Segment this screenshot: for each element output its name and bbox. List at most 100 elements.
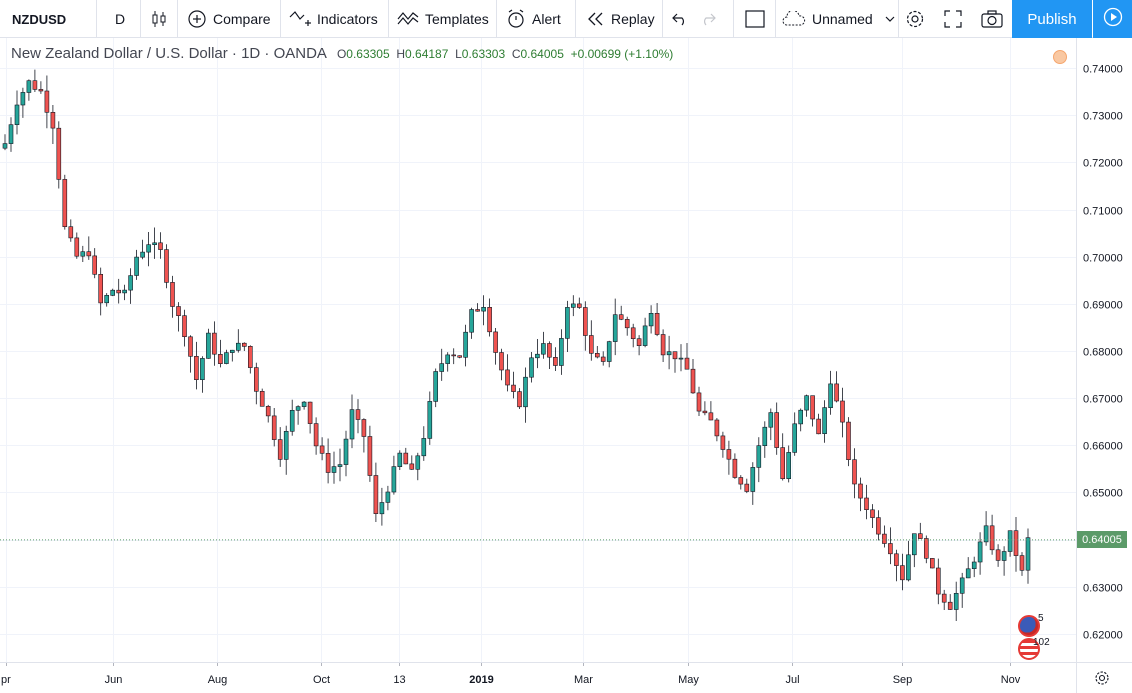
templates-icon — [397, 9, 419, 29]
compare-button[interactable]: Compare — [187, 0, 271, 38]
time-tick-label: pr — [1, 674, 11, 686]
price-tick-label: 0.67000 — [1083, 394, 1123, 406]
fullscreen-button[interactable] — [944, 0, 968, 38]
low-key: L — [455, 46, 462, 61]
price-chart[interactable]: 0.74000 0.73000 0.72000 0.71000 0.70000 0.690… — [0, 38, 1132, 693]
candle-up — [762, 426, 768, 447]
fullscreen-select-button[interactable] — [745, 0, 771, 38]
candle-down — [505, 369, 510, 386]
candle-up — [792, 423, 798, 453]
candle-up — [415, 455, 421, 470]
candle-down — [672, 351, 678, 360]
time-tick-label: 2019 — [469, 674, 493, 686]
candle-up — [433, 371, 439, 402]
candle-down — [553, 356, 558, 366]
candle-down — [409, 463, 415, 470]
candle-up — [230, 349, 235, 353]
candle-down — [900, 565, 905, 581]
replay-button[interactable]: Replay — [587, 0, 655, 38]
candle-down — [810, 395, 815, 420]
candle-down — [720, 435, 726, 450]
candle-up — [128, 275, 133, 291]
candle-up — [953, 592, 959, 610]
camera-icon — [981, 10, 1003, 28]
divider — [662, 0, 663, 38]
candle-down — [242, 342, 247, 347]
divider — [733, 0, 734, 38]
publish-button[interactable]: Publish — [1012, 0, 1092, 38]
price-tick-label: 0.68000 — [1083, 347, 1123, 359]
candle-up — [122, 289, 127, 294]
candle-up — [666, 351, 672, 356]
price-tick-label: 0.74000 — [1083, 64, 1123, 76]
candle-up — [678, 357, 684, 360]
candle-down — [158, 242, 163, 250]
candle-up — [648, 312, 654, 327]
divider — [898, 0, 899, 38]
price-tick-label: 0.70000 — [1083, 253, 1123, 265]
us-events-flag[interactable] — [1018, 638, 1040, 660]
snapshot-button[interactable] — [981, 0, 1009, 38]
candle-up — [977, 541, 983, 563]
time-tick-label: Nov — [1001, 674, 1021, 686]
plus-circle-icon — [187, 9, 207, 29]
candle-down — [684, 357, 690, 370]
chart-type-button[interactable] — [150, 0, 174, 38]
layout-menu-button[interactable]: Unnamed — [782, 0, 901, 38]
candle-down — [726, 449, 732, 460]
candle-down — [68, 226, 74, 239]
candle-down — [212, 332, 217, 355]
price-tick-label: 0.72000 — [1083, 158, 1123, 170]
candle-down — [493, 331, 498, 353]
alert-button[interactable]: Alert — [506, 0, 561, 38]
candle-up — [289, 409, 295, 432]
indicators-button[interactable]: Indicators — [289, 0, 378, 38]
time-tick-label: Mar — [574, 674, 593, 686]
candle-up — [559, 338, 564, 366]
candle-down — [600, 356, 606, 362]
candle-down — [923, 538, 929, 559]
candle-down — [307, 401, 313, 424]
candle-down — [367, 436, 373, 476]
high-key: H — [396, 46, 406, 61]
candle-down — [194, 355, 199, 380]
chart-settings-button[interactable] — [1094, 670, 1110, 686]
top-toolbar: NZDUSD D Compare Indicators Templates Al… — [0, 0, 1132, 38]
alert-marker[interactable] — [1053, 50, 1067, 64]
candle-up — [152, 242, 157, 246]
candle-up — [529, 357, 534, 378]
candle-up — [421, 438, 427, 457]
candle-up — [1001, 551, 1007, 561]
redo-button[interactable] — [700, 0, 722, 38]
candle-down — [271, 415, 277, 440]
candle-up — [283, 430, 289, 460]
candle-down — [259, 390, 265, 407]
candle-down — [888, 543, 893, 555]
open-key: O — [336, 46, 347, 61]
alert-label: Alert — [532, 11, 561, 27]
time-tick-label: May — [678, 674, 699, 686]
candle-down — [840, 400, 845, 423]
interval-label: D — [115, 11, 126, 27]
settings-button[interactable] — [905, 0, 931, 38]
interval-button[interactable]: D — [115, 0, 125, 38]
candle-down — [373, 475, 379, 515]
candle-up — [343, 438, 349, 465]
rewind-icon — [587, 12, 605, 26]
candle-up — [756, 445, 762, 468]
candle-up — [541, 343, 546, 355]
play-button[interactable] — [1093, 0, 1132, 38]
candle-up — [768, 412, 774, 428]
candle-up — [750, 467, 756, 492]
symbol-title: New Zealand Dollar / U.S. Dollar · 1D · … — [11, 45, 327, 62]
undo-button[interactable] — [672, 0, 694, 38]
candle-down — [98, 274, 103, 304]
symbol-search[interactable]: NZDUSD — [12, 0, 66, 38]
candle-up — [146, 244, 151, 253]
publish-label: Publish — [1027, 10, 1077, 28]
candle-down — [852, 459, 857, 485]
candle-up — [606, 341, 612, 362]
nz-events-flag[interactable] — [1018, 615, 1040, 637]
candle-up — [224, 352, 229, 364]
templates-button[interactable]: Templates — [397, 0, 489, 38]
